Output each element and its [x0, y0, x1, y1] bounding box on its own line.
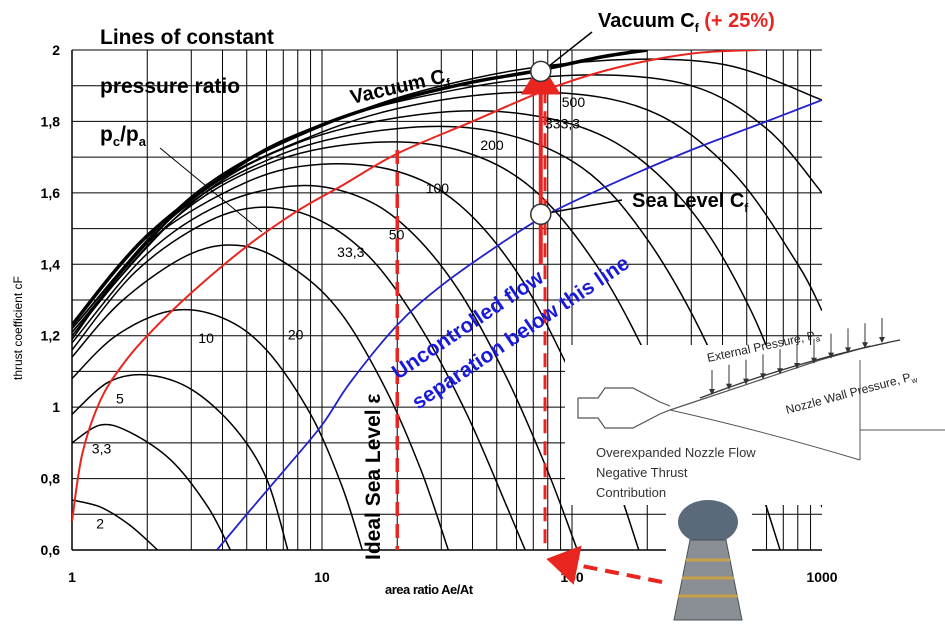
pressure-arrow-head [862, 342, 868, 349]
curve-label: 100 [426, 180, 450, 196]
pressure-ratio-curve [72, 91, 822, 333]
pressure-arrow-head [709, 389, 715, 395]
vacuum-cf-top-label: Vacuum Cf (+ 25%) [598, 10, 775, 35]
title-ratio: pc/pa [100, 123, 147, 149]
curve-label: 200 [480, 137, 504, 153]
engine-powerhead [678, 500, 738, 544]
inset-caption-2: Negative Thrust [596, 465, 688, 480]
vacuum-cf-curve-label: Vacuum Cf [348, 65, 453, 112]
x-axis-title: area ratio Ae/At [385, 582, 474, 597]
y-tick-label: 0,8 [41, 471, 61, 487]
curve-label: 20 [288, 326, 304, 342]
curve-label: 50 [389, 226, 405, 242]
curve-label: 5 [116, 391, 124, 407]
pressure-arrow-head [845, 347, 851, 354]
title-line-2: pressure ratio [100, 75, 240, 98]
ideal-sea-level-label: Ideal Sea Level ε [362, 394, 385, 560]
engine-nozzle-bands [678, 558, 738, 598]
x-tick-label: 1 [68, 569, 76, 585]
sea-level-leader-line [551, 199, 623, 214]
title-leader-line [159, 147, 263, 233]
pressure-ratio-curve [72, 499, 159, 550]
y-axis-title: thrust coefficient cF [11, 276, 25, 380]
pressure-ratio-curve [72, 162, 640, 550]
vacuum-leader-line [549, 31, 593, 67]
inset-caption-1: Overexpanded Nozzle Flow [596, 445, 756, 460]
y-tick-label: 1,2 [41, 328, 61, 344]
pressure-arrow-head [726, 383, 732, 390]
pressure-ratio-curve [72, 74, 822, 330]
inset-caption-3: Contribution [596, 485, 666, 500]
pressure-ratio-curve [72, 423, 232, 550]
title-line-1: Lines of constant [100, 26, 274, 49]
x-tick-label: 100 [560, 569, 584, 585]
y-tick-label: 1 [52, 399, 60, 415]
y-tick-label: 2 [52, 42, 60, 58]
pressure-arrow-head [760, 373, 766, 380]
pressure-ratio-curve [72, 373, 289, 550]
chart-title: Lines of constant pressure ratio pc/pa [100, 26, 274, 233]
pressure-arrow-head [743, 378, 749, 385]
y-tick-label: 0,6 [41, 542, 61, 558]
pressure-ratio-curve [72, 206, 526, 550]
x-tick-label: 1000 [806, 569, 837, 585]
vacuum-cf-line [72, 50, 648, 327]
vacuum-cf-curves [72, 50, 648, 327]
curve-label: 10 [198, 330, 214, 346]
colored-curves [72, 50, 822, 550]
pressure-arrow-head [811, 357, 817, 364]
y-tick-label: 1,6 [41, 185, 61, 201]
external-pressure-arrows [709, 318, 885, 395]
curve-labels: 2 3,3 5 10 20 33,3 50 100 200 333,3 500 [92, 94, 586, 531]
pressure-arrow-head [794, 363, 800, 369]
y-tick-label: 1,8 [41, 113, 61, 129]
y-tick-label: 1,4 [41, 256, 61, 272]
pressure-arrow-head [777, 368, 783, 375]
pressure-ratio-curve [72, 308, 364, 550]
sea-level-cf-label: Sea Level Cf [632, 190, 749, 215]
nozzle-inset: External Pressure, Pa Nozzle Wall Pressu… [565, 318, 945, 505]
wall-curve [699, 339, 901, 399]
sea-level-point [530, 203, 552, 226]
engine-photo [666, 496, 752, 624]
pressure-arrow-head [828, 352, 834, 359]
curve-label: 33,3 [337, 244, 364, 260]
annotations [395, 31, 663, 585]
blue-curve [216, 99, 822, 550]
curve-label: 500 [562, 94, 586, 110]
curve-label: 2 [96, 516, 104, 532]
engine-pointer-arrow [546, 545, 663, 585]
curve-label: 333,3 [545, 116, 580, 132]
pressure-ratio-curve [72, 184, 579, 550]
pressure-ratio-curve [72, 244, 450, 550]
red-curve [72, 50, 758, 522]
curve-label: 3,3 [92, 441, 112, 457]
nozzle-exit-curve [669, 360, 945, 461]
inset-background [565, 345, 945, 505]
vacuum-point [530, 60, 552, 83]
x-tick-label: 10 [314, 569, 330, 585]
pressure-arrow-head [879, 337, 885, 343]
